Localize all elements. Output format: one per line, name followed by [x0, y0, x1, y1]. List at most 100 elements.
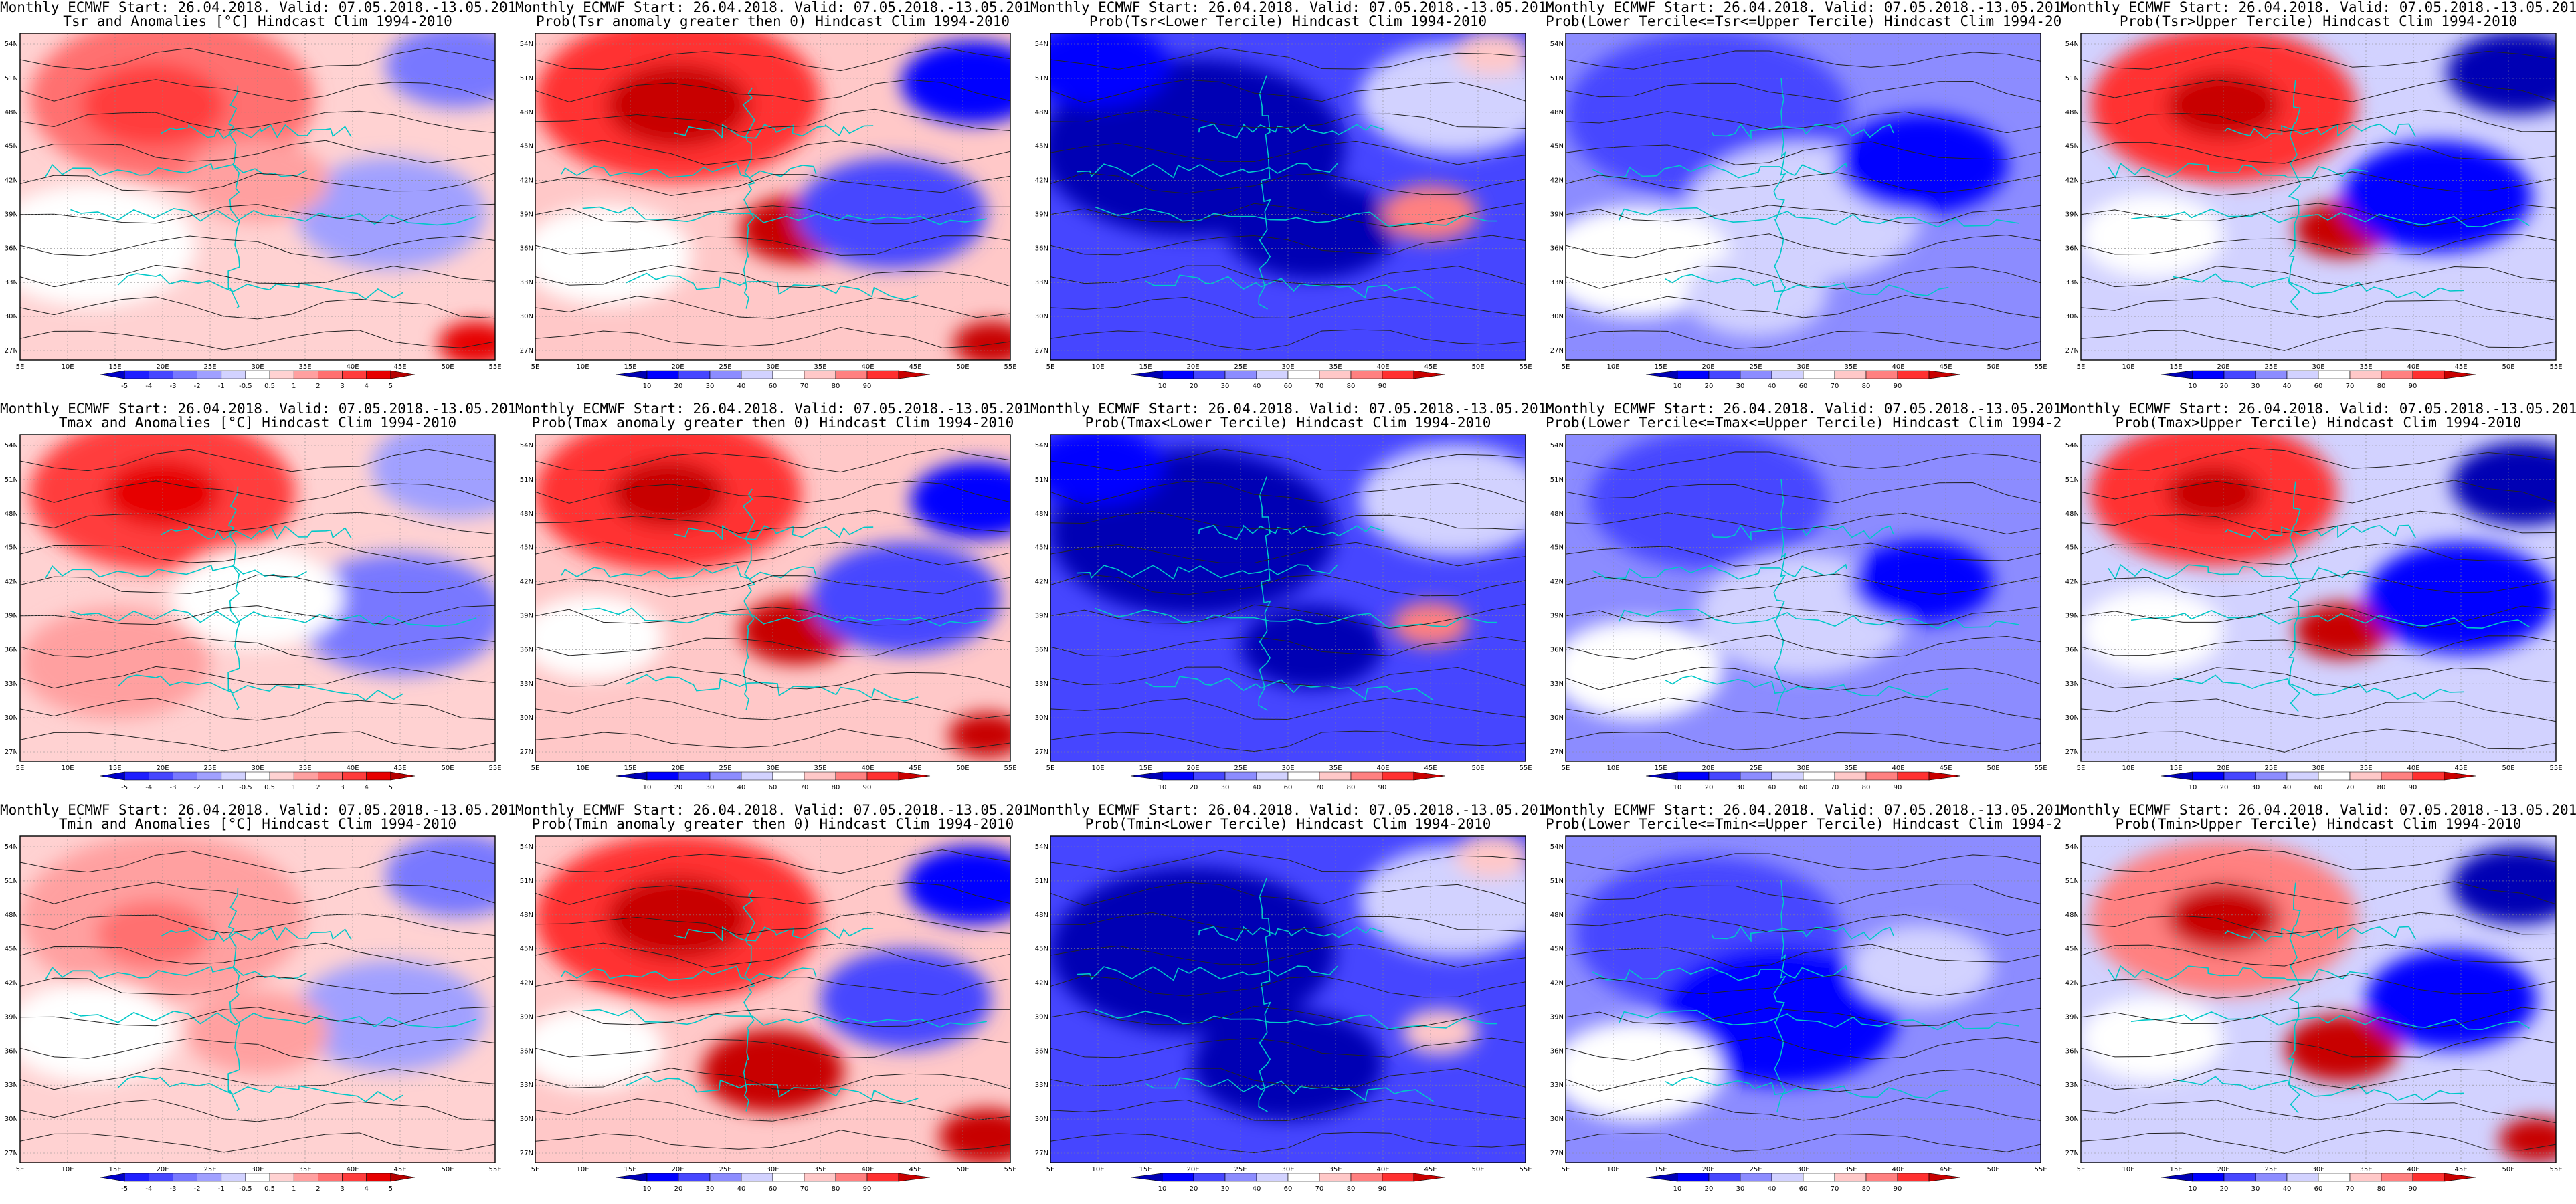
colorbar-tick-label: 30: [706, 1185, 715, 1193]
latitude-label: 54N: [1550, 41, 1564, 48]
colorbar-swatch: [1677, 1173, 1710, 1182]
colorbar-tick-label: 30: [2251, 383, 2260, 390]
latitude-label: 42N: [2065, 579, 2079, 586]
longitude-label: 15E: [1139, 1166, 1152, 1173]
colorbar-swatch: [1928, 370, 1961, 379]
colorbar-swatch: [366, 370, 391, 379]
anomaly-region: [2294, 603, 2390, 659]
longitude-label: 20E: [2217, 363, 2229, 371]
panel-title-line1: Monthly ECMWF Start: 26.04.2018. Valid: …: [515, 0, 1030, 15]
colorbar-swatch: [390, 370, 416, 379]
isotherm: [1566, 542, 2041, 567]
panel-title-line2: Prob(Tmin>Upper Tercile) Hindcast Clim 1…: [2115, 816, 2522, 832]
colorbar-swatch: [1350, 771, 1383, 781]
colorbar-tick-label: 80: [832, 1185, 840, 1193]
isotherm: [2081, 480, 2556, 504]
colorbar-swatch: [2444, 1173, 2476, 1182]
colorbar-tick-label: -0.5: [239, 1185, 252, 1193]
coastline: [1094, 1009, 1497, 1030]
longitude-label: 15E: [1139, 765, 1152, 772]
isotherm: [1566, 295, 2041, 318]
colorbar-tick-label: -0.5: [239, 784, 252, 791]
latitude-label: 36N: [5, 646, 18, 654]
map-frame: [1050, 434, 1526, 762]
latitude-label: 48N: [1550, 912, 1564, 919]
isotherm: [20, 942, 495, 967]
colorbar-swatch: [1162, 1173, 1194, 1182]
colorbar: -5 -4 -3 -2 -1 -0.5 0.5 1 2 3 4 5: [100, 1173, 416, 1193]
isotherm: [1566, 1036, 2041, 1061]
colorbar-swatch: [318, 1173, 343, 1182]
latitude-label: 51N: [520, 476, 533, 484]
colorbar-tick-label: 60: [1799, 383, 1808, 390]
isotherm: [1050, 202, 1526, 228]
coastline: [117, 273, 403, 300]
isotherm: [20, 574, 495, 594]
colorbar-swatch: [2255, 1173, 2288, 1182]
longitude-label: 55E: [2034, 1166, 2047, 1173]
longitude-label: 55E: [1519, 363, 1532, 371]
colorbar-swatch: [2412, 1173, 2445, 1182]
longitude-label: 20E: [1186, 1166, 1199, 1173]
latitude-label: 30N: [1550, 313, 1564, 320]
anomaly-region: [172, 548, 343, 648]
colorbar-swatch: [1287, 370, 1320, 379]
colorbar-swatch: [678, 370, 711, 379]
colorbar-swatch: [1413, 370, 1446, 379]
coastline: [1618, 207, 2020, 228]
colorbar-swatch: [804, 1173, 836, 1182]
latitude-label: 51N: [5, 476, 18, 484]
anomaly-region: [1050, 435, 1165, 506]
latitude-label: 54N: [5, 41, 18, 48]
colorbar-swatch: [366, 1173, 391, 1182]
colorbar-tick-label: 1: [292, 1185, 296, 1193]
colorbar-swatch: [1645, 771, 1678, 781]
latitude-label: 45N: [1035, 544, 1048, 552]
latitude-label: 42N: [1035, 177, 1048, 185]
colorbar-swatch: [741, 370, 773, 379]
coastline: [742, 890, 756, 1112]
coastline: [1198, 524, 1384, 540]
longitude-label: 40E: [346, 1166, 359, 1173]
latitude-label: 30N: [5, 313, 18, 320]
colorbar-swatch: [390, 1173, 416, 1182]
colorbar-tick-label: 10: [1673, 784, 1682, 791]
latitude-label: 54N: [1035, 843, 1048, 851]
latitude-label: 30N: [1035, 714, 1048, 722]
colorbar-swatch: [1708, 1173, 1741, 1182]
colorbar-tick-label: 30: [1221, 1185, 1230, 1193]
longitude-label: 15E: [108, 363, 121, 371]
coastline: [117, 1076, 403, 1102]
longitude-label: 35E: [814, 363, 826, 371]
latitude-label: 42N: [5, 579, 18, 586]
colorbar-swatch: [772, 370, 805, 379]
colorbar-tick-label: 70: [800, 1185, 809, 1193]
coastline: [2108, 563, 2369, 580]
coastline: [1711, 123, 1894, 140]
graticule: [1566, 836, 2041, 1163]
isotherm: [1566, 573, 2041, 595]
map-field-layer: [20, 836, 495, 1163]
longitude-label: 25E: [719, 363, 731, 371]
coastline: [1145, 1077, 1434, 1102]
colorbar-tick-label: 90: [1378, 1185, 1387, 1193]
colorbar-tick-label: 80: [1862, 383, 1871, 390]
latitude-label: 48N: [2065, 109, 2079, 116]
longitude-label: 15E: [624, 765, 636, 772]
latitude-label: 39N: [520, 1013, 533, 1021]
map-field-layer: [1566, 435, 2041, 761]
latitude-label: 48N: [520, 912, 533, 919]
longitude-label: 10E: [1091, 1166, 1104, 1173]
longitude-label: 45E: [393, 765, 406, 772]
colorbar-swatch: [245, 370, 270, 379]
anomaly-region: [1402, 1009, 1478, 1054]
colorbar-tick-label: 5: [389, 383, 393, 390]
isotherm-layer: [20, 47, 495, 350]
forecast-panel: Monthly ECMWF Start: 26.04.2018. Valid: …: [1030, 0, 1546, 401]
longitude-label: 50E: [2502, 363, 2514, 371]
colorbar-swatch: [1287, 1173, 1320, 1182]
colorbar-tick-label: 60: [1799, 1185, 1808, 1193]
map-field-layer: [1566, 836, 2041, 1163]
latitude-label: 48N: [1550, 109, 1564, 116]
